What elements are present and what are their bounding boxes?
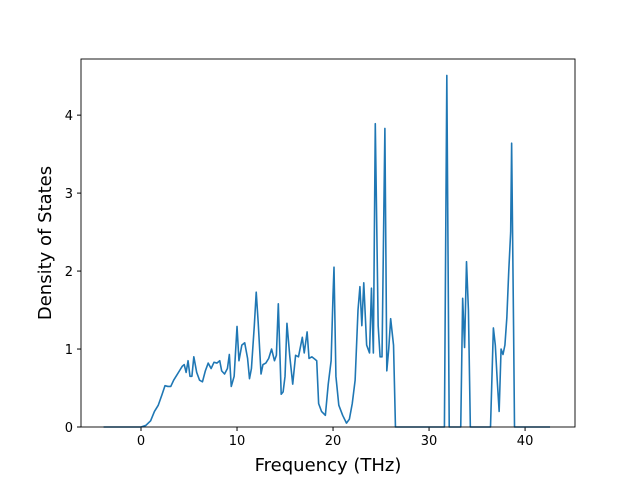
x-tick-label: 40 bbox=[517, 434, 534, 449]
x-axis-label: Frequency (THz) bbox=[255, 455, 402, 476]
y-tick-label: 4 bbox=[65, 109, 73, 124]
y-tick-label: 3 bbox=[65, 187, 73, 202]
y-tick-label: 2 bbox=[65, 265, 73, 280]
plot-frame bbox=[80, 58, 576, 428]
x-tick-label: 0 bbox=[137, 434, 145, 449]
x-tick-label: 20 bbox=[325, 434, 342, 449]
x-tick-label: 10 bbox=[229, 434, 246, 449]
y-tick-label: 0 bbox=[65, 421, 73, 436]
y-tick-label: 1 bbox=[65, 343, 73, 358]
x-tick-label: 30 bbox=[421, 434, 438, 449]
series-line bbox=[103, 74, 551, 428]
y-axis-label: Density of States bbox=[35, 166, 56, 320]
